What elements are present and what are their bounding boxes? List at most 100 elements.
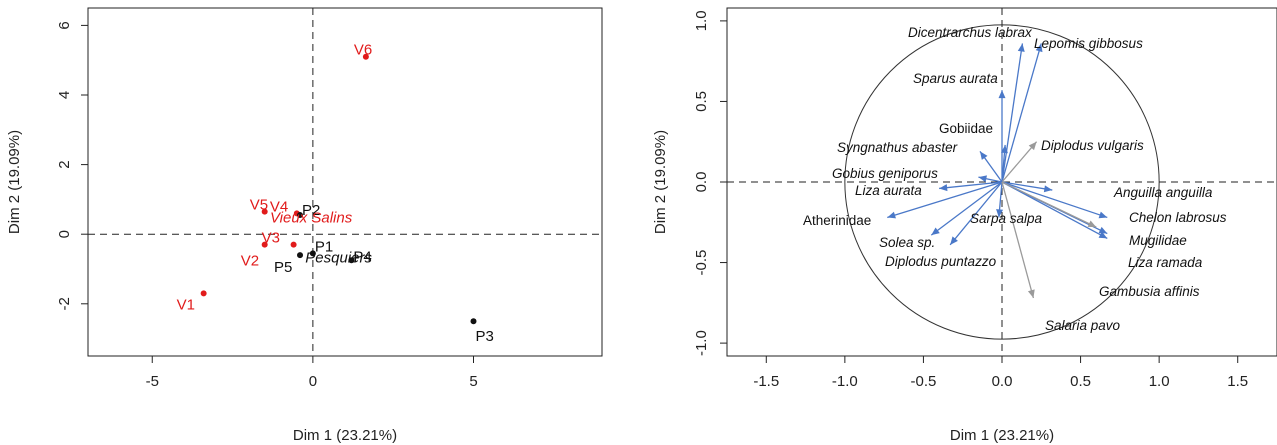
left-y-axis-title: Dim 2 (19.09%)	[6, 130, 23, 234]
point-label-v2: V2	[241, 253, 259, 270]
label-atherinidae: Atherinidae	[803, 213, 871, 228]
arrowhead-gobiidae	[1000, 144, 1008, 154]
centroid-label-vieux-salins: Vieux Salins	[270, 210, 353, 227]
arrowhead-sparus-aurata	[998, 90, 1006, 99]
vector-anguilla-anguilla	[1001, 181, 1053, 191]
label-liza-aurata: Liza aurata	[855, 183, 922, 198]
left-x-tick-label-2: 5	[469, 373, 477, 390]
arrowhead-lepomis-gibbosus	[1035, 43, 1043, 53]
arrowhead-anguilla-anguilla	[1043, 185, 1053, 193]
point-v3	[290, 241, 297, 248]
arrowhead-gobius-geniporus	[978, 175, 987, 183]
arrowhead-dicentrarchus-labrax	[1017, 43, 1025, 52]
point-label-p3: P3	[476, 328, 494, 345]
point-p3	[470, 318, 477, 325]
right-y-tick-label-3: 0.5	[693, 91, 710, 112]
point-label-v5: V5	[250, 197, 268, 214]
label-anguilla-anguilla: Anguilla anguilla	[1113, 185, 1213, 200]
right-y-tick-label-2: 0.0	[693, 172, 710, 193]
point-label-v4: V4	[270, 198, 288, 215]
right-y-tick-label-4: 1.0	[693, 10, 710, 31]
vector-chelon-labrosus	[1001, 181, 1108, 219]
label-gambusia-affinis: Gambusia affinis	[1099, 284, 1200, 299]
label-diplodus-vulgaris: Diplodus vulgaris	[1041, 138, 1144, 153]
point-p1	[309, 250, 316, 257]
arrowhead-salaria-pavo	[1027, 289, 1035, 298]
label-dicentrarchus-labrax: Dicentrarchus labrax	[908, 25, 1033, 40]
vector-atherinidae	[887, 181, 1003, 219]
label-chelon-labrosus: Chelon labrosus	[1129, 210, 1227, 225]
left-y-axis: -2 0 2 4 6	[56, 21, 88, 310]
left-plot-frame	[87, 7, 603, 357]
left-x-axis-title: Dim 1 (23.21%)	[293, 427, 397, 444]
point-v5	[261, 208, 268, 215]
right-x-tick-label-4: 0.5	[1070, 373, 1091, 390]
point-label-p5: P5	[274, 259, 292, 276]
label-lepomis-gibbosus: Lepomis gibbosus	[1034, 36, 1143, 51]
label-gobius-geniporus: Gobius geniporus	[832, 166, 938, 181]
centroid-label-pesquiers: Pesquiers	[305, 250, 372, 267]
left-x-axis: -5 0 5	[146, 356, 478, 390]
left-y-tick-label-3: 4	[56, 91, 73, 99]
right-x-tick-label-5: 1.0	[1149, 373, 1170, 390]
arrowhead-diplodus-puntazzo	[950, 236, 958, 245]
vector-salaria-pavo	[1001, 181, 1035, 299]
point-p5	[297, 252, 304, 259]
label-sparus-aurata: Sparus aurata	[913, 71, 998, 86]
label-mugilidae: Mugilidae	[1129, 233, 1187, 248]
right-y-tick-label-1: -0.5	[693, 250, 710, 276]
vector-lepomis-gibbosus	[1001, 43, 1042, 183]
point-label-p4: P4	[353, 248, 371, 265]
left-x-tick-label-0: -5	[146, 373, 159, 390]
label-gobiidae: Gobiidae	[939, 121, 993, 136]
right-y-axis-title: Dim 2 (19.09%)	[652, 130, 669, 234]
arrowhead-solea-sp	[931, 227, 940, 236]
vector-diplodus-vulgaris	[1001, 141, 1038, 183]
left-x-tick-label-1: 0	[309, 373, 317, 390]
point-label-p2: P2	[302, 202, 320, 219]
left-y-tick-label-1: 0	[56, 230, 73, 238]
point-label-p1: P1	[315, 238, 333, 255]
right-x-tick-label-6: 1.5	[1227, 373, 1248, 390]
arrowhead-diplodus-vulgaris	[1028, 141, 1037, 151]
point-label-v6: V6	[354, 42, 372, 59]
left-group-centroids: Vieux Salins Pesquiers	[270, 210, 373, 267]
point-p4	[348, 257, 355, 264]
right-x-axis-title: Dim 1 (23.21%)	[950, 427, 1054, 444]
right-x-tick-label-2: -0.5	[910, 373, 936, 390]
point-v1	[200, 290, 207, 297]
arrowhead-liza-aurata	[939, 184, 948, 192]
right-x-tick-label-0: -1.5	[753, 373, 779, 390]
arrowhead-gambusia-affinis	[1087, 220, 1097, 228]
right-y-tick-label-0: -1.0	[693, 330, 710, 356]
point-p2	[297, 212, 304, 219]
vector-diplodus-puntazzo	[949, 181, 1003, 246]
right-x-tick-label-1: -1.0	[832, 373, 858, 390]
right-y-axis: -1.0 -0.5 0.0 0.5 1.0	[693, 10, 727, 356]
arrowhead-chelon-labrosus	[1098, 211, 1108, 219]
left-y-tick-label-2: 2	[56, 160, 73, 168]
label-sarpa-salpa: Sarpa salpa	[970, 211, 1043, 226]
label-salaria-pavo: Salaria pavo	[1045, 318, 1121, 333]
vector-gambusia-affinis	[1001, 181, 1097, 228]
arrowhead-atherinidae	[887, 211, 896, 219]
arrowhead-liza-ramada	[1098, 231, 1108, 239]
point-label-v1: V1	[177, 296, 195, 313]
variable-vectors	[887, 43, 1108, 299]
vector-liza-ramada	[1001, 181, 1108, 239]
right-x-axis: -1.5 -1.0 -0.5 0.0 0.5 1.0 1.5	[753, 356, 1248, 390]
label-liza-ramada: Liza ramada	[1128, 255, 1203, 270]
vector-dicentrarchus-labrax	[1001, 43, 1024, 183]
point-v2	[261, 241, 268, 248]
left-y-tick-label-0: -2	[56, 297, 73, 310]
label-syngnathus-abaster: Syngnathus abaster	[837, 140, 958, 155]
left-y-tick-label-4: 6	[56, 21, 73, 29]
label-solea-sp: Solea sp.	[879, 235, 935, 250]
vector-solea-sp	[930, 181, 1003, 236]
label-diplodus-puntazzo: Diplodus puntazzo	[885, 254, 997, 269]
arrowhead-syngnathus-abaster	[980, 151, 988, 160]
